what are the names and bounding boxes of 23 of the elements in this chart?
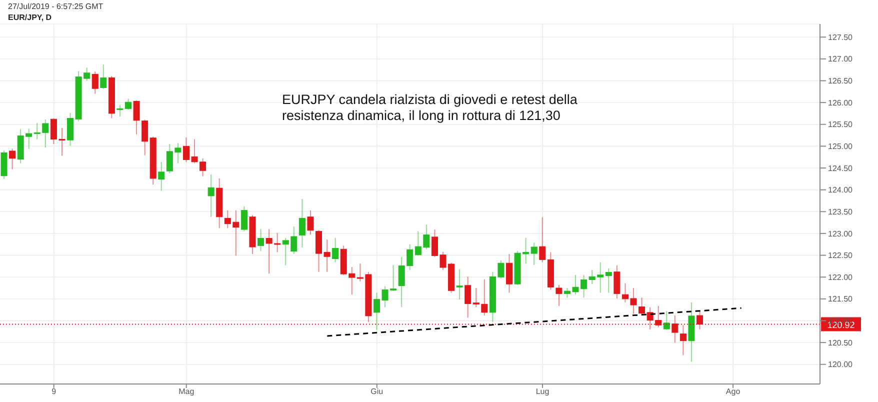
y-tick-label: 123.00 bbox=[828, 229, 854, 238]
y-tick-label: 125.00 bbox=[828, 142, 854, 152]
y-tick-label: 121.50 bbox=[828, 294, 854, 304]
y-tick-label: 126.50 bbox=[828, 76, 854, 86]
y-tick-label: 124.50 bbox=[828, 164, 854, 173]
chart-title: EUR/JPY, D bbox=[8, 13, 52, 22]
y-tick-label: 125.50 bbox=[828, 120, 854, 130]
y-tick-label: 123.50 bbox=[828, 207, 854, 216]
x-tick-label: Ago bbox=[726, 387, 741, 396]
x-tick-label: Giu bbox=[370, 387, 384, 396]
y-tick-label: 126.00 bbox=[828, 98, 854, 108]
x-tick-label: Lug bbox=[536, 387, 550, 396]
y-tick-label: 127.00 bbox=[828, 54, 854, 64]
text: 27/Jul/2019 - 6:57:25 GMT bbox=[8, 2, 104, 11]
x-tick-label: 9 bbox=[52, 387, 57, 396]
y-tick-label: 122.50 bbox=[828, 251, 854, 260]
y-tick-label: 120.50 bbox=[828, 338, 854, 348]
annotation: EURJPY candela rialzista di giovedi e retest della resistenza dinamica, il long in rottura di 121,30 bbox=[282, 92, 578, 124]
x-tick-label: Mag bbox=[178, 387, 194, 396]
y-tick-label: 122.00 bbox=[828, 272, 854, 282]
y-tick-label: 120.00 bbox=[828, 360, 854, 370]
y-tick-label: 124.00 bbox=[828, 186, 854, 195]
y-tick-label: 127.50 bbox=[828, 32, 854, 42]
